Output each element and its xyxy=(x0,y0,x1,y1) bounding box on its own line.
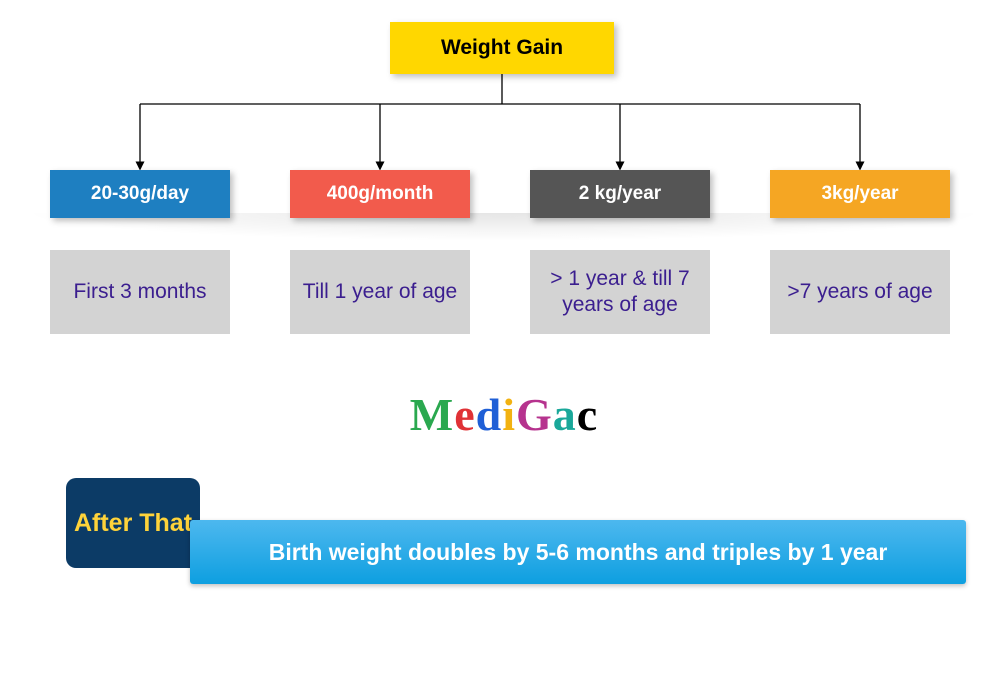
logo-letter: c xyxy=(577,389,598,440)
root-label: Weight Gain xyxy=(441,36,563,60)
logo-letter: G xyxy=(516,389,553,440)
rate-node-0: 20-30g/day xyxy=(50,170,230,218)
logo-letter: M xyxy=(410,389,454,440)
logo-letter: a xyxy=(553,389,577,440)
callout-text: After That xyxy=(74,509,192,538)
root-node: Weight Gain xyxy=(390,22,614,74)
after-that-callout: After That xyxy=(66,478,200,568)
summary-bar: Birth weight doubles by 5-6 months and t… xyxy=(190,520,966,584)
logo-letter: i xyxy=(502,389,516,440)
summary-text: Birth weight doubles by 5-6 months and t… xyxy=(269,539,888,566)
rate-node-2: 2 kg/year xyxy=(530,170,710,218)
rate-node-1: 400g/month xyxy=(290,170,470,218)
age-range-node-2: > 1 year & till 7 years of age xyxy=(530,250,710,334)
age-range-node-3: >7 years of age xyxy=(770,250,950,334)
age-range-node-1: Till 1 year of age xyxy=(290,250,470,334)
age-range-node-0: First 3 months xyxy=(50,250,230,334)
medigac-logo: MediGac xyxy=(0,388,1008,441)
logo-letter: e xyxy=(454,389,475,440)
logo-letter: d xyxy=(476,389,503,440)
rate-node-3: 3kg/year xyxy=(770,170,950,218)
